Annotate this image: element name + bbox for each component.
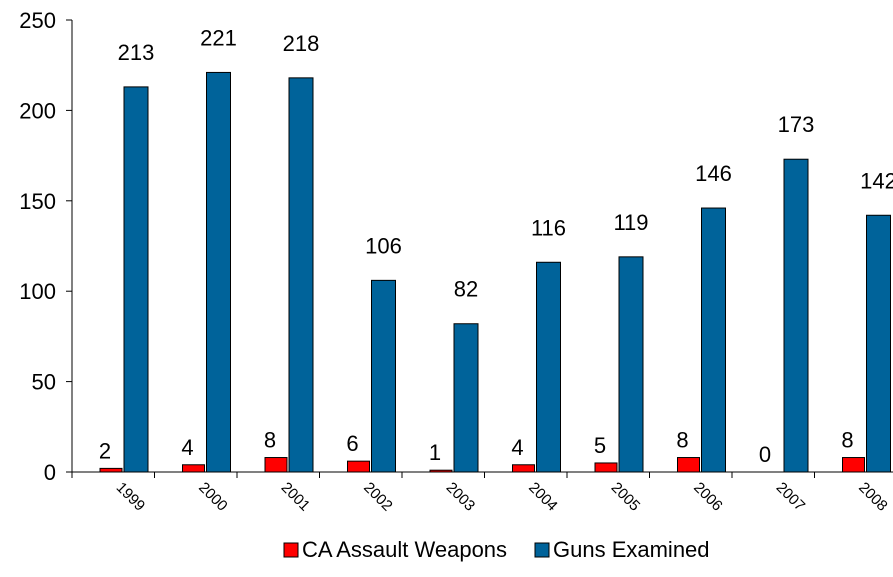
x-category-label: 2006 [690, 479, 726, 515]
data-label-guns-examined: 218 [283, 31, 320, 56]
bar-guns-examined [453, 323, 479, 473]
x-category-label: 2000 [195, 479, 231, 515]
data-label-ca-assault-weapons: 1 [429, 440, 441, 465]
bar-ca-assault-weapons [594, 462, 618, 473]
bar-guns-examined [783, 158, 809, 473]
bar-guns-examined [536, 261, 561, 473]
legend-swatch-ca-assault-weapons [283, 542, 299, 558]
data-labels: 2 213 4 221 8 218 6 106 1 82 4 116 5 119 8 146 0 173 8 142 [99, 25, 893, 467]
x-category-label: 2007 [773, 479, 809, 515]
data-label-guns-examined: 116 [531, 215, 566, 240]
x-category-label: 2002 [360, 479, 396, 515]
legend-swatch-guns-examined [534, 542, 550, 558]
bar-guns-examined [123, 86, 149, 473]
y-tick-label: 100 [19, 279, 56, 304]
data-label-ca-assault-weapons: 8 [676, 428, 688, 453]
data-label-ca-assault-weapons: 2 [99, 438, 111, 463]
bar-ca-assault-weapons [429, 469, 453, 473]
bar-ca-assault-weapons [677, 457, 700, 473]
y-tick-label: 200 [19, 98, 56, 123]
data-label-guns-examined: 119 [613, 210, 648, 235]
x-category-label: 2001 [278, 479, 314, 515]
data-label-ca-assault-weapons: 5 [594, 433, 606, 458]
bar-guns-examined [371, 279, 396, 473]
data-label-guns-examined: 213 [118, 40, 155, 65]
bar-guns-examined [206, 71, 231, 473]
legend: CA Assault Weapons Guns Examined [283, 537, 710, 562]
data-label-ca-assault-weapons: 0 [759, 442, 771, 467]
x-category-label: 2005 [608, 479, 644, 515]
bar-guns-examined [866, 214, 891, 473]
x-category-label: 1999 [113, 479, 149, 515]
legend-label-ca-assault-weapons: CA Assault Weapons [302, 537, 507, 562]
y-tick-label: 0 [44, 460, 56, 485]
data-label-guns-examined: 173 [778, 112, 815, 137]
data-label-ca-assault-weapons: 4 [511, 435, 523, 460]
bar-ca-assault-weapons [512, 464, 535, 473]
data-label-ca-assault-weapons: 8 [841, 428, 853, 453]
data-label-ca-assault-weapons: 4 [181, 435, 193, 460]
bar-ca-assault-weapons [347, 460, 370, 473]
x-category-label: 2004 [525, 479, 561, 515]
bar-ca-assault-weapons [99, 467, 123, 473]
data-label-guns-examined: 142 [860, 168, 893, 193]
bar-ca-assault-weapons [842, 457, 865, 473]
y-tick-label: 150 [19, 189, 56, 214]
y-axis: 0 50 100 150 200 250 [19, 8, 73, 485]
bars [99, 71, 891, 473]
x-category-label: 2003 [443, 479, 479, 515]
bar-guns-examined [618, 256, 644, 473]
data-label-guns-examined: 221 [200, 25, 237, 50]
bar-guns-examined [288, 77, 314, 473]
data-label-guns-examined: 82 [454, 277, 478, 302]
y-tick-label: 50 [32, 370, 56, 395]
bar-guns-examined [701, 207, 726, 473]
x-axis: 1999 2000 2001 2002 2003 2004 2005 2006 2007 2008 [71, 471, 893, 515]
data-label-ca-assault-weapons: 6 [346, 431, 358, 456]
data-label-guns-examined: 106 [365, 233, 402, 258]
y-tick-label: 250 [19, 8, 56, 33]
data-label-guns-examined: 146 [695, 161, 732, 186]
x-category-label: 2008 [855, 479, 891, 515]
bar-ca-assault-weapons [264, 457, 288, 473]
bar-ca-assault-weapons [182, 464, 205, 473]
data-label-ca-assault-weapons: 8 [264, 428, 276, 453]
legend-label-guns-examined: Guns Examined [553, 537, 710, 562]
